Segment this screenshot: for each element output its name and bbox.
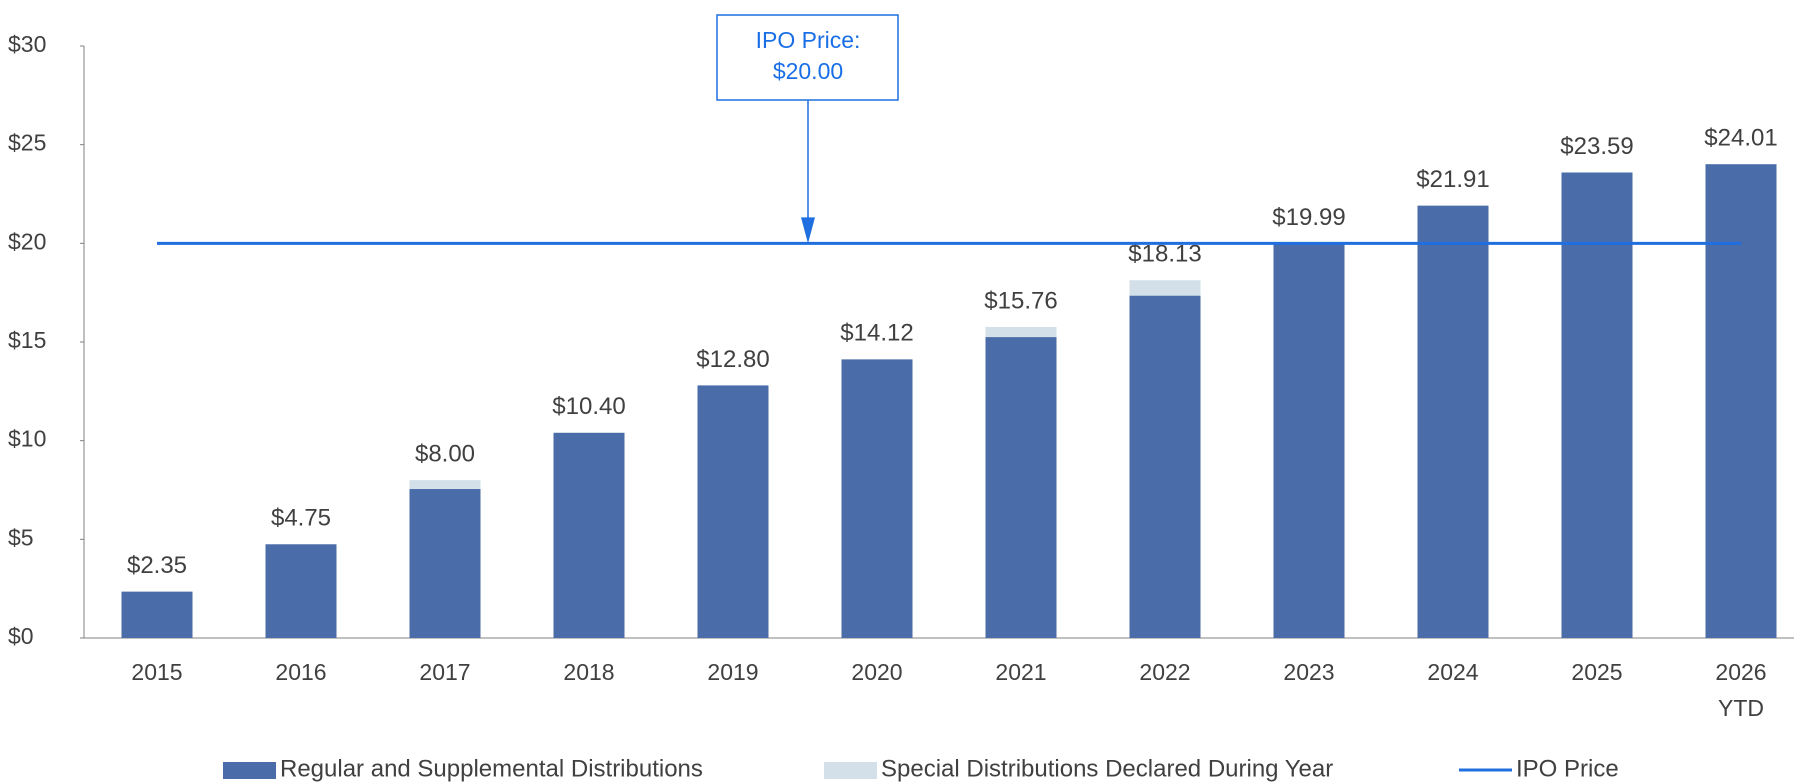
data-label: $18.13: [1128, 241, 1201, 268]
x-tick-label: 2020: [851, 659, 902, 685]
bar-segment: [409, 480, 481, 490]
x-tick-label: 2017: [419, 659, 470, 685]
bar-segment: [1273, 243, 1345, 638]
bar-segment: [1561, 172, 1633, 638]
bar-segment: [553, 432, 625, 638]
data-label: $12.80: [696, 346, 769, 373]
data-label: $24.01: [1704, 125, 1777, 152]
y-tick-label: $5: [8, 524, 34, 550]
y-tick-label: $25: [8, 130, 46, 156]
x-tick-label: 2021: [995, 659, 1046, 685]
x-tick-label: 2026 YTD: [1715, 659, 1766, 721]
legend-swatch: [824, 762, 877, 779]
y-tick-label: $15: [8, 327, 46, 353]
data-label: $19.99: [1272, 204, 1345, 231]
legend-swatch: [223, 762, 276, 779]
x-tick-label: 2023: [1283, 659, 1334, 685]
data-label: $15.76: [984, 287, 1057, 314]
legend-label: Regular and Supplemental Distributions: [280, 755, 703, 782]
bar-segment: [121, 591, 193, 638]
data-label: $14.12: [840, 320, 913, 347]
data-label: $21.91: [1416, 166, 1489, 193]
x-tick-label: 2019: [707, 659, 758, 685]
x-tick-label: 2015: [131, 659, 182, 685]
bar-segment: [985, 327, 1057, 338]
data-label: $4.75: [271, 505, 331, 532]
bar-segment: [265, 544, 337, 638]
bar-segment: [1705, 164, 1777, 638]
y-tick-label: $0: [8, 623, 34, 649]
arrow-head: [801, 217, 815, 244]
y-tick-label: $30: [8, 31, 46, 57]
bar-segment: [985, 337, 1057, 638]
x-tick-label: 2025: [1571, 659, 1622, 685]
y-tick-label: $20: [8, 228, 46, 254]
x-tick-label: 2022: [1139, 659, 1190, 685]
bar-segment: [1129, 280, 1201, 296]
y-tick-label: $10: [8, 426, 46, 452]
legend-label: Special Distributions Declared During Ye…: [881, 755, 1333, 782]
x-tick-label: 2016: [275, 659, 326, 685]
legend-label: IPO Price: [1516, 755, 1619, 782]
x-tick-label: 2024: [1427, 659, 1478, 685]
bar-segment: [409, 489, 481, 638]
bar-segment: [1417, 205, 1489, 638]
bar-segment: [1129, 295, 1201, 638]
data-label: $8.00: [415, 440, 475, 467]
x-tick-label: 2018: [563, 659, 614, 685]
annotation-text: IPO Price: $20.00: [756, 27, 861, 84]
data-label: $10.40: [552, 393, 625, 420]
data-label: $2.35: [127, 552, 187, 579]
data-label: $23.59: [1560, 133, 1633, 160]
bar-segment: [697, 385, 769, 638]
bar-segment: [841, 359, 913, 638]
